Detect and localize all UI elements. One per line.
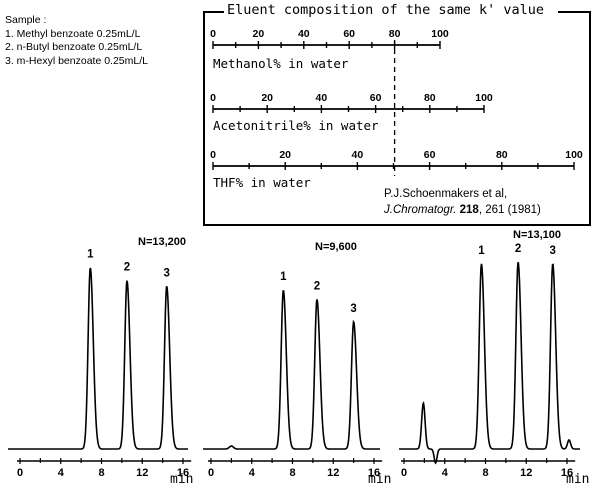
- time-tick-label: 16: [368, 467, 380, 479]
- peak-label-1: 1: [87, 249, 94, 261]
- sample-legend: Sample : 1. Methyl benzoate 0.25mL/L 2. …: [5, 14, 148, 68]
- scale-2: 0 20 40 60 80 100: [210, 149, 583, 170]
- time-tick-label: 8: [482, 467, 488, 479]
- peak-label-3: 3: [550, 245, 556, 257]
- citation-authors: P.J.Schoenmakers et al,: [384, 188, 508, 200]
- sample-item-2: 2. n-Butyl benzoate 0.25mL/L: [5, 41, 143, 53]
- time-tick-label: 16: [177, 467, 189, 479]
- scale-tick-label: 80: [389, 28, 401, 40]
- peak-label-3: 3: [163, 267, 169, 279]
- plate-count-1: N=13,200: [138, 236, 187, 248]
- citation-journal: J.Chromatogr.: [384, 204, 457, 216]
- citation-volume: 218: [459, 204, 479, 216]
- time-tick-label: 8: [98, 467, 104, 479]
- scale-label-methanol: Methanol% in water: [213, 56, 349, 71]
- time-tick-label: 0: [208, 467, 214, 479]
- peak-label-3: 3: [350, 303, 356, 315]
- scale-tick-label: 40: [352, 149, 364, 161]
- peak-label-2: 2: [515, 243, 521, 255]
- scale-tick-label: 80: [496, 149, 508, 161]
- time-tick-label: 12: [136, 467, 148, 479]
- chromatogram-1: 12 30 4 8 12 16: [8, 249, 192, 479]
- peak-label-1: 1: [478, 245, 485, 257]
- scale-tick-label: 100: [431, 28, 449, 40]
- chromatogram-3: 1 2 30 4 8 12 16: [399, 243, 580, 479]
- axis-unit-3: min: [566, 472, 590, 487]
- scale-tick-label: 40: [298, 28, 310, 40]
- eluent-scales: 0 20 40 60 80 100 0 20 40 60 80 100 0 20 40 60 80 100: [210, 28, 583, 170]
- time-tick-label: 0: [401, 467, 407, 479]
- time-tick-label: 4: [58, 467, 65, 479]
- time-tick-label: 12: [520, 467, 532, 479]
- citation-reference: J.Chromatogr. 218, 261 (1981): [384, 202, 541, 218]
- chromatogram-trace: [399, 261, 580, 465]
- scale-1: 0 20 40 60 80 100: [210, 92, 493, 113]
- sample-item-1: 1. Methyl benzoate 0.25mL/L: [5, 27, 141, 40]
- citation-pages-year: , 261 (1981): [478, 204, 541, 216]
- time-tick-label: 12: [327, 467, 339, 479]
- time-tick-label: 16: [561, 467, 573, 479]
- scale-tick-label: 80: [424, 92, 436, 104]
- scale-tick-label: 60: [424, 149, 436, 161]
- scale-tick-label: 0: [210, 92, 216, 104]
- scale-tick-label: 100: [565, 149, 583, 161]
- scale-tick-label: 40: [316, 92, 328, 104]
- chromatogram-trace: [8, 267, 188, 450]
- scale-tick-label: 20: [261, 92, 273, 104]
- axis-unit-1: min: [170, 472, 194, 487]
- peak-label-2: 2: [124, 262, 130, 274]
- scale-tick-label: 60: [343, 28, 355, 40]
- eluent-box-title: Eluent composition of the same k' value: [224, 2, 558, 18]
- time-tick-label: 4: [249, 467, 256, 479]
- scale-label-thf: THF% in water: [213, 175, 311, 190]
- scale-tick-label: 100: [475, 92, 493, 104]
- scale-tick-label: 0: [210, 28, 216, 40]
- peak-label-1: 1: [280, 271, 287, 283]
- axis-unit-2: min: [368, 472, 392, 487]
- scale-tick-label: 20: [279, 149, 291, 161]
- scale-tick-label: 60: [370, 92, 382, 104]
- time-tick-label: 8: [289, 467, 295, 479]
- plate-count-3: N=13,100: [513, 229, 562, 241]
- plate-count-2: N=9,600: [315, 241, 357, 253]
- scale-0: 0 20 40 60 80 100: [210, 28, 449, 49]
- scale-tick-label: 20: [253, 28, 265, 40]
- sample-heading: Sample :: [5, 14, 47, 26]
- sample-item-3: 3. m-Hexyl benzoate 0.25mL/L: [5, 54, 148, 67]
- scale-tick-label: 0: [210, 149, 216, 161]
- time-tick-label: 0: [17, 467, 23, 479]
- time-tick-label: 4: [442, 467, 449, 479]
- citation: P.J.Schoenmakers et al, J.Chromatogr. 21…: [384, 186, 541, 218]
- peak-label-2: 2: [314, 280, 320, 292]
- scale-label-acetonitrile: Acetonitrile% in water: [213, 118, 379, 133]
- chromatogram-trace: [203, 290, 380, 450]
